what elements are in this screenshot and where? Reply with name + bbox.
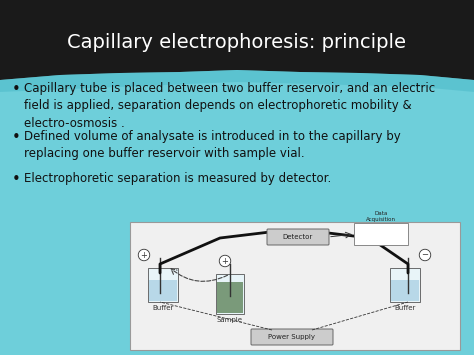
Text: Capillary electrophoresis: principle: Capillary electrophoresis: principle — [67, 33, 407, 51]
FancyBboxPatch shape — [216, 274, 244, 314]
FancyBboxPatch shape — [148, 268, 178, 302]
Text: Data
Acquisition: Data Acquisition — [366, 211, 396, 222]
Text: −: − — [421, 251, 428, 260]
Text: Buffer: Buffer — [152, 305, 173, 311]
FancyBboxPatch shape — [130, 222, 460, 350]
Text: +: + — [221, 257, 228, 266]
Text: •: • — [12, 172, 21, 187]
Text: Detector: Detector — [283, 234, 313, 240]
FancyBboxPatch shape — [354, 223, 408, 245]
Polygon shape — [0, 70, 474, 355]
FancyBboxPatch shape — [267, 229, 329, 245]
FancyBboxPatch shape — [391, 280, 419, 301]
Polygon shape — [0, 70, 474, 92]
Text: Capillary tube is placed between two buffer reservoir, and an electric
field is : Capillary tube is placed between two buf… — [24, 82, 435, 130]
Text: •: • — [12, 82, 21, 97]
FancyBboxPatch shape — [149, 280, 177, 301]
Text: •: • — [12, 130, 21, 145]
Text: Electrophoretic separation is measured by detector.: Electrophoretic separation is measured b… — [24, 172, 331, 185]
Text: Sample: Sample — [217, 317, 243, 323]
FancyBboxPatch shape — [251, 329, 333, 345]
Text: Power Supply: Power Supply — [268, 334, 316, 340]
Text: Defined volume of analysate is introduced in to the capillary by
replacing one b: Defined volume of analysate is introduce… — [24, 130, 401, 160]
FancyBboxPatch shape — [390, 268, 420, 302]
Text: Buffer: Buffer — [394, 305, 416, 311]
FancyBboxPatch shape — [217, 282, 243, 313]
Text: +: + — [141, 251, 147, 260]
